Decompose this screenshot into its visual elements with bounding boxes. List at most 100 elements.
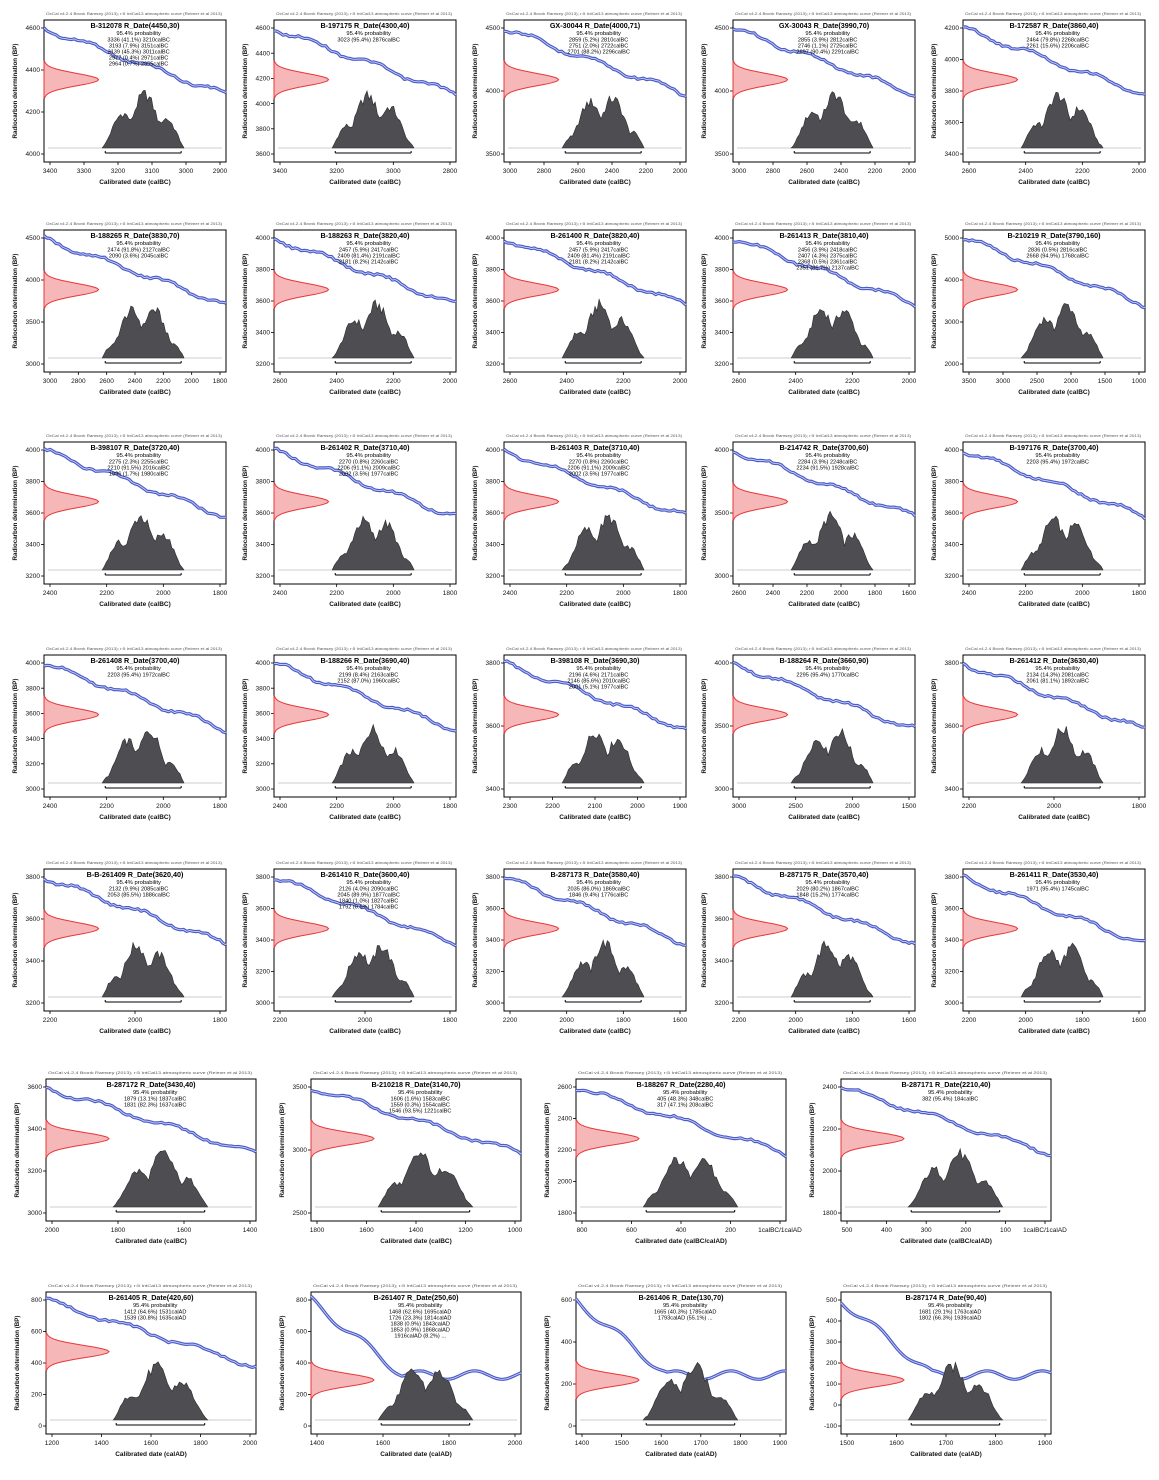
x-tick-label: 1600 <box>654 1440 669 1447</box>
chart-title: B-197176 R_Date(3700,40) <box>1009 443 1099 452</box>
x-axis-label: Calibrated date (calBC) <box>99 601 171 608</box>
calibration-plot-15: OxCal v4.2.4 Bronk Ramsey (2013); r:5 In… <box>927 430 1149 630</box>
chart-header-note: OxCal v4.2.4 Bronk Ramsey (2013); r:5 In… <box>313 1284 517 1288</box>
probability-range-text: 2351 (86.7%) 2137calBC <box>796 266 859 272</box>
x-tick-label: 2400 <box>834 168 849 175</box>
chart-header-note: OxCal v4.2.4 Bronk Ramsey (2013); r:5 In… <box>46 647 222 651</box>
y-tick-label: 3400 <box>945 542 960 549</box>
y-tick-label: 3400 <box>256 330 271 337</box>
calibrated-distribution <box>112 1361 209 1421</box>
x-tick-label: 3300 <box>77 168 92 175</box>
y-axis-label: Radiocarbon determination (BP) <box>279 1103 286 1198</box>
x-tick-label: 2200 <box>99 590 114 597</box>
chart-title: B-188267 R_Date(2280,40) <box>636 1080 726 1089</box>
x-tick-label: 2400 <box>503 590 518 597</box>
probability-range-text: 2146 (85.6%) 2010calBC <box>567 679 630 685</box>
y-tick-label: 4000 <box>26 447 41 454</box>
chart-header-note: OxCal v4.2.4 Bronk Ramsey (2013); r:5 In… <box>46 12 222 16</box>
calibration-plot-6: OxCal v4.2.4 Bronk Ramsey (2013); r:5 In… <box>8 218 230 418</box>
panel-background <box>8 218 230 418</box>
y-tick-label: 4000 <box>26 660 41 667</box>
x-tick-label: 1800 <box>443 1017 458 1024</box>
measurement-distribution <box>962 695 1019 734</box>
x-axis-label: Calibrated date (calBC/calAD) <box>900 1238 992 1245</box>
calibration-curve-line <box>962 239 1146 309</box>
x-tick-label: 1700 <box>694 1440 709 1447</box>
calibration-plot-33: OxCal v4.2.4 Bronk Ramsey (2013); r:5 In… <box>805 1280 1055 1480</box>
x-tick-label: 1calBC/1calAD <box>1023 1227 1067 1234</box>
y-tick-label: 4000 <box>715 660 730 667</box>
y-tick-label: 3600 <box>486 906 501 913</box>
x-tick-label: 1900 <box>773 1440 788 1447</box>
chart-header-note: OxCal v4.2.4 Bronk Ramsey (2013); r:5 In… <box>735 12 911 16</box>
y-tick-label: 3000 <box>945 1000 960 1007</box>
probability-label: 95.4% probability <box>133 1090 178 1096</box>
chart-title: B-261402 R_Date(3710,40) <box>320 443 410 452</box>
measurement-distribution <box>43 270 100 309</box>
calibration-plot-19: OxCal v4.2.4 Bronk Ramsey (2013); r:5 In… <box>697 643 919 843</box>
measurement-distribution <box>43 60 100 99</box>
y-tick-label: 3600 <box>486 298 501 305</box>
probability-range-text: 1853 (0.9%) 1868calAD <box>390 1328 449 1334</box>
panel-background <box>468 430 690 630</box>
probability-range-text: 2199 (8.4%) 2163calBC <box>339 673 398 679</box>
probability-range-text: 2203 (95.4%) 1972calBC <box>107 673 170 679</box>
probability-label: 95.4% probability <box>346 31 391 37</box>
x-tick-label: 2800 <box>766 168 781 175</box>
probability-range-text: 1971 (95.4%) 1745calBC <box>1026 887 1089 893</box>
chart-title: B-261413 R_Date(3810,40) <box>779 231 869 240</box>
probability-label: 95.4% probability <box>346 241 391 247</box>
x-tick-label: 2200 <box>845 378 860 385</box>
panel-background <box>238 643 460 843</box>
probability-range-text: 2132 (9.9%) 2085calBC <box>109 887 168 893</box>
calibration-curve-line <box>503 240 687 306</box>
probability-range-text: 2210 (91.5%) 2016calBC <box>107 466 170 472</box>
y-axis-label: Radiocarbon determination (BP) <box>472 254 479 349</box>
probability-label: 95.4% probability <box>805 31 850 37</box>
calibration-curve-line <box>43 27 227 94</box>
chart-title: B-398108 R_Date(3690,30) <box>550 656 640 665</box>
calibration-curve-line <box>732 662 916 727</box>
probability-label: 95.4% probability <box>1035 241 1080 247</box>
y-tick-label: 4000 <box>256 660 271 667</box>
probability-range-text: 2002 (3.5%) 1977calBC <box>339 472 398 478</box>
y-tick-label: 4000 <box>945 277 960 284</box>
chart-header-note: OxCal v4.2.4 Bronk Ramsey (2013); r:5 In… <box>735 434 911 438</box>
y-tick-label: 3200 <box>28 1168 43 1175</box>
chart-title: B-287173 R_Date(3580,40) <box>550 870 640 879</box>
calibration-curve-line <box>273 238 457 302</box>
y-axis-label: Radiocarbon determination (BP) <box>809 1316 816 1411</box>
panel-background <box>468 218 690 418</box>
probability-range-text: 1412 (64.6%) 1531calAD <box>124 1310 187 1316</box>
y-tick-label: 0 <box>568 1423 572 1430</box>
chart-header-note: OxCal v4.2.4 Bronk Ramsey (2013); r:5 In… <box>965 222 1141 226</box>
chart-title: B-287174 R_Date(90,40) <box>905 1293 987 1302</box>
measurement-distribution <box>45 1332 110 1371</box>
calibrated-distribution <box>790 308 874 359</box>
calibration-curve-line <box>43 878 227 946</box>
chart-header-note: OxCal v4.2.4 Bronk Ramsey (2013); r:5 In… <box>735 222 911 226</box>
x-tick-label: 2000 <box>1064 378 1079 385</box>
measurement-distribution <box>732 270 789 309</box>
y-tick-label: 0 <box>833 1402 837 1409</box>
y-tick-label: 3600 <box>26 916 41 923</box>
chart-title: B-188264 R_Date(3660,90) <box>779 656 869 665</box>
x-tick-label: 2600 <box>503 378 518 385</box>
y-tick-label: 4000 <box>486 235 501 242</box>
y-axis-label: Radiocarbon determination (BP) <box>12 254 19 349</box>
chart-header-note: OxCal v4.2.4 Bronk Ramsey (2013); r:5 In… <box>276 647 452 651</box>
x-tick-label: 1800 <box>1075 1017 1090 1024</box>
chart-title: B-197175 R_Date(4300,40) <box>320 21 410 30</box>
chart-header-note: OxCal v4.2.4 Bronk Ramsey (2013); r:5 In… <box>506 861 682 865</box>
probability-range-text: 1916calAD (8.2%) ... <box>394 1334 446 1340</box>
y-tick-label: 4000 <box>26 151 41 158</box>
probability-range-text: 2701 (88.2%) 2296calBC <box>567 50 630 56</box>
y-tick-label: 3600 <box>26 711 41 718</box>
probability-range-text: 1606 (1.6%) 1583calBC <box>390 1097 449 1103</box>
chart-header-note: OxCal v4.2.4 Bronk Ramsey (2013); r:5 In… <box>843 1071 1047 1075</box>
y-tick-label: 3000 <box>715 786 730 793</box>
x-tick-label: 2600 <box>962 168 977 175</box>
y-axis-label: Radiocarbon determination (BP) <box>14 1316 21 1411</box>
probability-range-text: 1468 (62.6%) 1695calAD <box>389 1310 452 1316</box>
x-tick-label: 2000 <box>1075 590 1090 597</box>
